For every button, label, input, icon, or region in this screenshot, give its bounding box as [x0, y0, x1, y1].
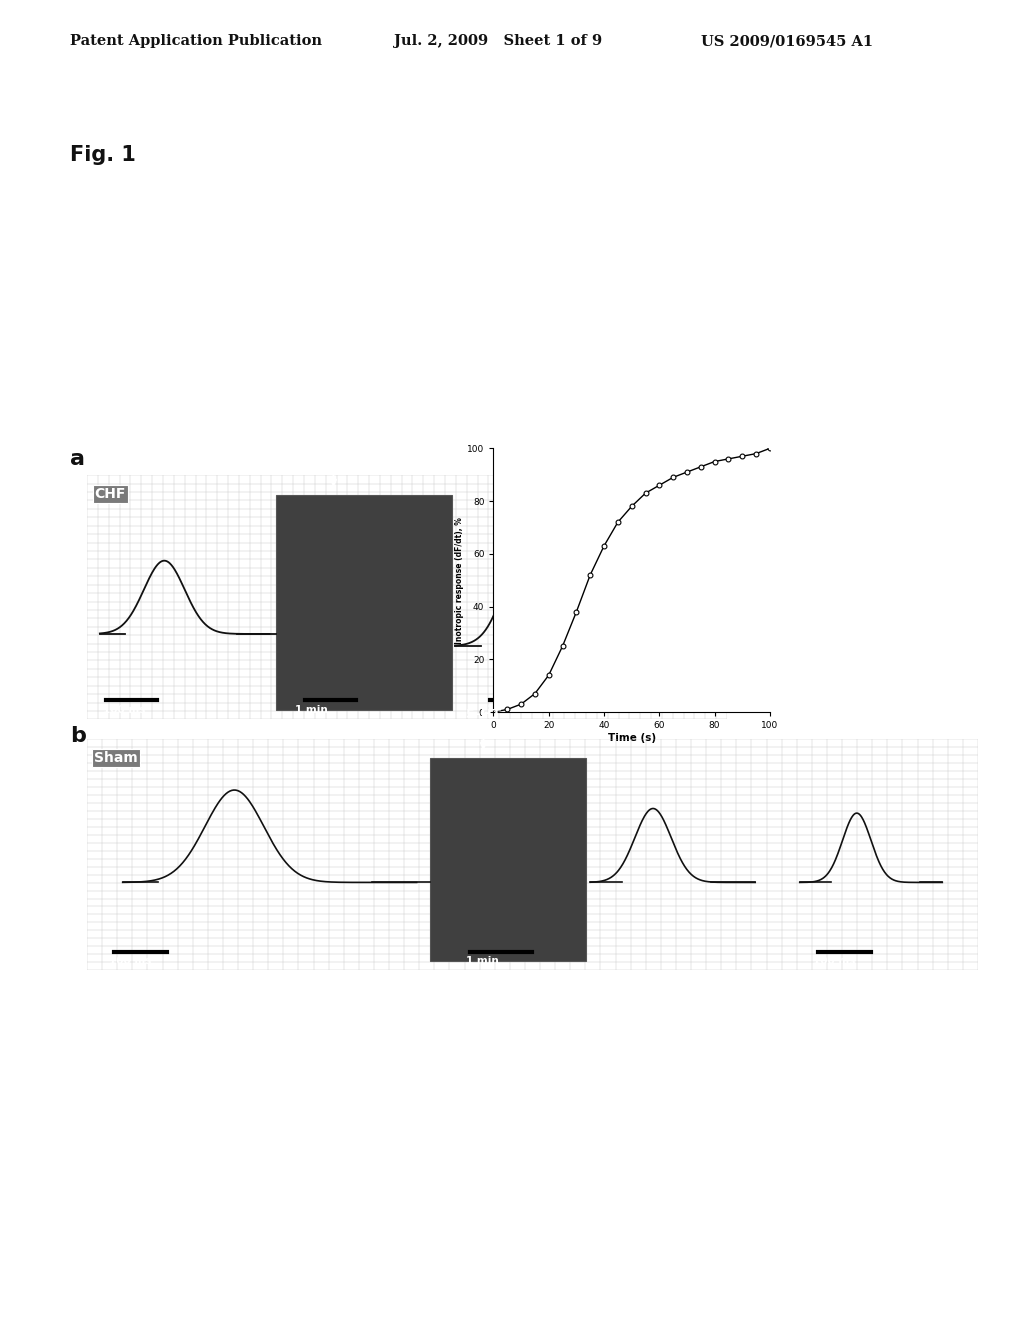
- Text: 5-HT: 5-HT: [466, 708, 501, 748]
- Text: Jul. 2, 2009   Sheet 1 of 9: Jul. 2, 2009 Sheet 1 of 9: [394, 34, 602, 49]
- Bar: [275, 495, 452, 710]
- Text: 100 ms: 100 ms: [103, 705, 145, 714]
- Text: 1 min: 1 min: [466, 956, 499, 966]
- Text: 100 ms: 100 ms: [813, 956, 855, 966]
- Text: 100 ms: 100 ms: [487, 705, 529, 714]
- Text: 1 min: 1 min: [295, 705, 328, 714]
- Text: Sham: Sham: [94, 751, 138, 764]
- Text: Patent Application Publication: Patent Application Publication: [70, 34, 322, 49]
- Y-axis label: Inotropic response (dF/dt), %: Inotropic response (dF/dt), %: [456, 516, 465, 644]
- Text: 100 ms: 100 ms: [110, 956, 152, 966]
- Text: CHF: CHF: [94, 487, 126, 502]
- Bar: [430, 758, 586, 961]
- Text: US 2009/0169545 A1: US 2009/0169545 A1: [701, 34, 873, 49]
- Text: a: a: [70, 449, 85, 469]
- Text: 5-HT: 5-HT: [316, 442, 351, 484]
- X-axis label: Time (s): Time (s): [607, 733, 655, 743]
- Text: b: b: [70, 726, 86, 746]
- Text: Fig. 1: Fig. 1: [70, 145, 135, 165]
